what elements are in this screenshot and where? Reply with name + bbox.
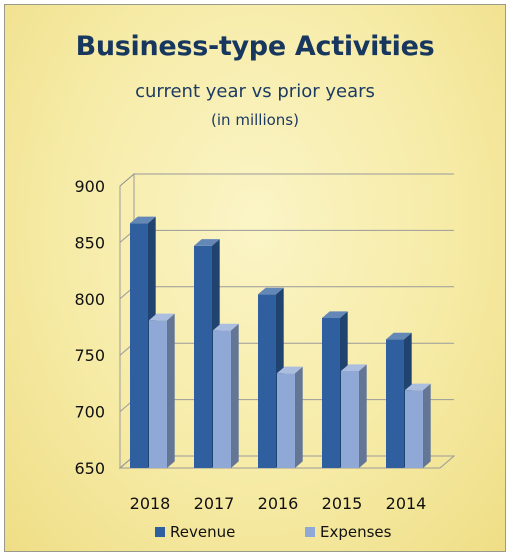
bar-side-expenses-2017 <box>231 323 239 468</box>
bar-revenue-2015 <box>322 317 340 468</box>
chart-title: Business-type Activities <box>75 31 435 62</box>
y-tick-label: 800 <box>74 290 105 309</box>
x-tick-label: 2016 <box>258 494 299 513</box>
bar-expenses-2017 <box>213 330 231 468</box>
x-tick-label: 2017 <box>194 494 235 513</box>
chart-subtitle: current year vs prior years <box>135 81 375 102</box>
bar-revenue-2017 <box>194 245 212 468</box>
y-tick-label: 700 <box>74 403 105 422</box>
bar-revenue-2018 <box>130 223 148 468</box>
legend-label-expenses: Expenses <box>320 523 392 541</box>
legend-item-expenses: Expenses <box>305 523 391 541</box>
bar-expenses-2015 <box>341 370 359 468</box>
chart-area: Business-type Activities current year vs… <box>4 4 506 552</box>
bar-top-expenses-2015 <box>341 364 367 371</box>
bar-revenue-2014 <box>386 339 404 468</box>
x-tick-label: 2018 <box>130 494 171 513</box>
bar-expenses-2016 <box>277 373 295 468</box>
y-tick-label: 850 <box>74 233 105 252</box>
gridline-diagonal <box>119 173 135 187</box>
bar-top-expenses-2016 <box>277 366 303 374</box>
bar-revenue-2016 <box>258 294 276 468</box>
bar-top-expenses-2018 <box>149 313 175 321</box>
bar-top-revenue-2016 <box>258 287 284 295</box>
bar-side-expenses-2014 <box>423 383 431 468</box>
y-tick-label: 650 <box>74 459 105 478</box>
bar-top-revenue-2017 <box>194 239 220 246</box>
x-tick-label: 2015 <box>322 494 363 513</box>
legend: Revenue Expenses <box>5 523 505 543</box>
legend-label-revenue: Revenue <box>170 523 236 541</box>
bar-top-expenses-2017 <box>213 323 239 331</box>
bar-top-revenue-2018 <box>130 216 156 224</box>
x-tick-label: 2014 <box>386 494 427 513</box>
y-tick-label: 900 <box>74 177 105 196</box>
bar-side-expenses-2016 <box>295 366 303 468</box>
bar-top-revenue-2014 <box>386 332 412 340</box>
bar-chart-plot: 900 850 800 750 700 650 2018 2017 2016 2015 2014 <box>74 172 456 513</box>
legend-swatch-expenses <box>305 527 315 537</box>
legend-swatch-revenue <box>155 527 165 537</box>
unit-note: (in millions) <box>211 111 299 129</box>
bar-top-revenue-2015 <box>322 311 348 318</box>
bar-side-expenses-2018 <box>167 313 175 468</box>
legend-item-revenue: Revenue <box>155 523 235 541</box>
bar-expenses-2014 <box>405 390 423 468</box>
bar-top-expenses-2014 <box>405 383 431 391</box>
bar-expenses-2018 <box>149 320 167 468</box>
bar-side-expenses-2015 <box>359 364 367 468</box>
y-tick-label: 750 <box>74 346 105 365</box>
